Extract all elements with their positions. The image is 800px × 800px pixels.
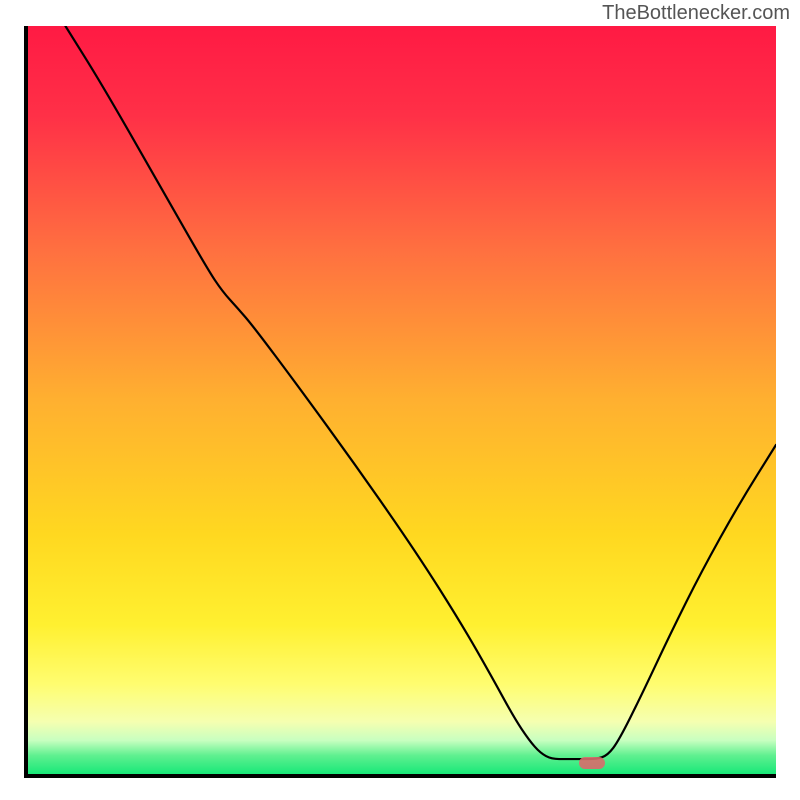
- highlight-marker: [579, 757, 605, 769]
- chart-curve: [28, 26, 776, 774]
- chart-area: [24, 26, 776, 778]
- watermark-text: TheBottlenecker.com: [602, 2, 790, 25]
